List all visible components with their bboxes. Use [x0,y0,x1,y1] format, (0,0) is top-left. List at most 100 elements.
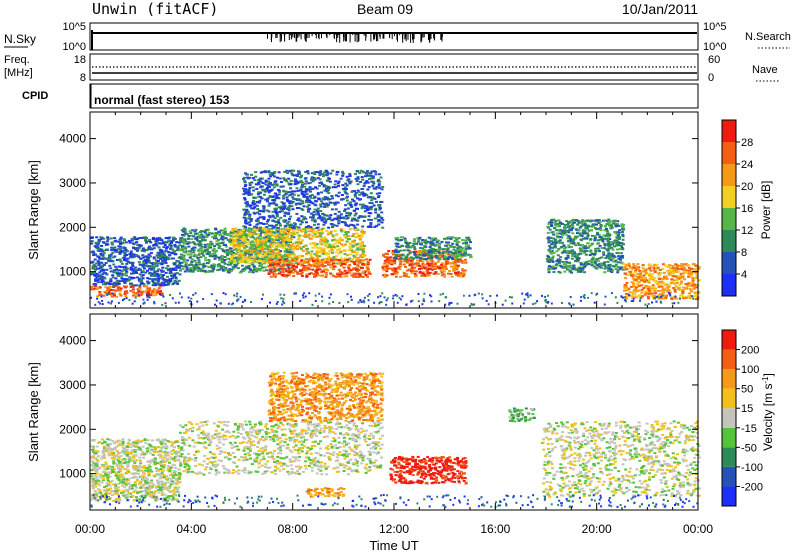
data-cell [305,250,309,253]
data-cell [227,234,231,237]
data-cell [354,207,358,210]
data-cell [97,242,101,245]
data-cell [136,276,139,279]
data-cell [126,250,129,253]
data-cell [255,226,259,229]
data-cell [122,285,126,288]
data-cell [617,244,621,247]
data-cell [196,263,200,266]
data-cell [572,220,575,223]
data-cell [128,282,132,285]
data-cell [134,266,138,269]
data-cell [262,231,266,234]
data-cell [451,261,455,264]
data-cell [279,230,283,233]
data-cell [116,287,120,290]
data-cell [146,282,150,285]
data-cell [198,263,202,266]
data-cell [287,194,291,197]
data-cell [271,172,275,175]
data-cell [96,287,100,289]
data-cell [182,259,186,261]
data-cell [166,283,170,286]
data-cell [601,240,605,243]
data-cell [233,231,237,234]
data-cell [359,256,363,259]
data-cell [189,252,193,255]
data-cell [313,253,317,256]
data-cell [353,263,357,266]
data-cell [113,246,117,249]
data-cell [104,262,108,264]
data-cell [215,240,219,243]
data-cell [391,251,395,254]
data-cell [238,271,242,274]
data-cell [184,230,188,233]
data-cell [391,259,395,262]
data-cell [388,258,392,261]
data-cell [583,251,586,254]
data-cell [339,213,343,216]
data-cell [96,243,100,246]
data-cell [336,249,340,251]
data-cell [144,255,148,258]
data-cell [334,234,338,237]
data-cell [312,235,316,238]
data-cell [401,236,405,239]
data-cell [267,271,271,274]
data-cell [101,254,105,257]
data-cell [421,247,425,250]
data-cell [414,274,418,277]
data-cell [587,263,591,266]
data-cell [143,250,147,253]
data-cell [571,218,575,221]
data-cell [580,250,584,253]
data-cell [355,267,359,270]
data-cell [454,239,458,242]
data-cell [316,207,320,210]
data-cell [561,233,565,236]
data-cell [164,271,168,274]
data-cell [141,277,145,280]
data-cell [319,181,323,184]
data-cell [109,267,113,270]
data-cell [244,219,248,222]
data-cell [413,238,417,241]
data-cell [343,253,347,256]
data-cell [378,187,382,190]
data-cell [356,176,360,179]
data-cell [420,241,424,244]
data-cell [386,256,390,259]
data-cell [412,270,415,273]
data-cell [210,270,214,273]
data-cell [302,195,306,198]
data-cell [110,283,114,286]
data-cell [287,253,291,256]
data-cell [315,269,319,272]
data-cell [241,244,245,247]
data-cell [331,236,335,238]
data-cell [230,242,233,245]
data-cell [453,261,457,264]
data-cell [314,204,318,207]
data-cell [128,253,132,256]
data-cell [246,251,250,254]
data-cell [289,187,293,190]
data-cell [424,242,428,245]
data-cell [120,279,124,282]
data-cell [250,260,254,263]
data-cell [396,257,399,260]
data-cell [292,253,296,256]
data-cell [594,220,598,223]
data-cell [318,255,322,258]
data-cell [228,263,232,266]
data-cell [314,213,318,216]
data-cell [315,255,319,258]
data-cell [553,245,557,247]
data-cell [353,226,357,229]
data-cell [94,278,97,281]
data-cell [99,236,103,239]
data-cell [418,251,422,254]
data-cell [220,248,224,251]
data-cell [426,264,430,267]
